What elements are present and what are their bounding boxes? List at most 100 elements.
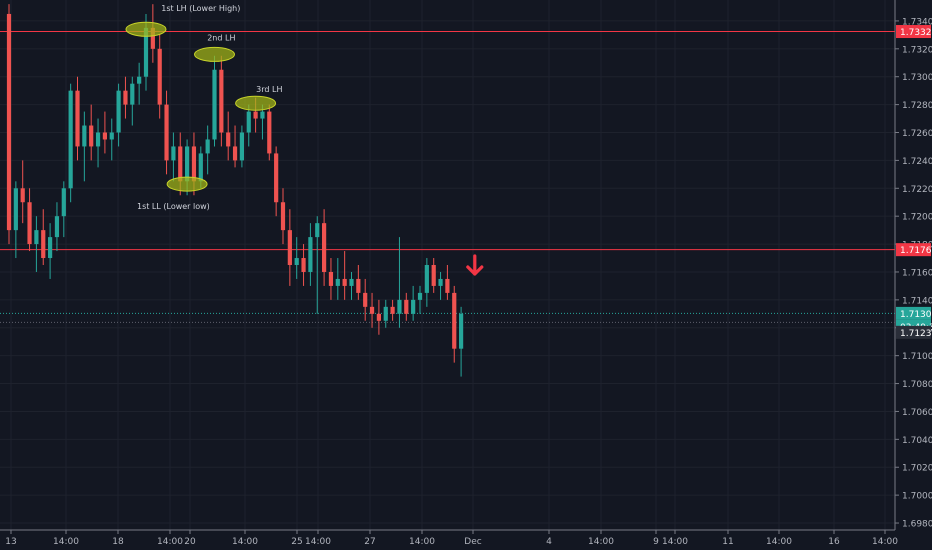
candle-body [226,132,231,147]
y-tick-label: 1.73400 [902,17,932,27]
y-tick-label: 1.70000 [902,492,932,502]
candle-body [102,132,107,140]
candle-body [308,237,313,272]
candle-body [294,258,299,265]
x-tick-label: 9 [653,537,659,547]
candle-body [356,278,361,293]
candle-body [280,202,286,231]
x-tick-label: 20 [184,537,196,547]
candle-body [274,153,279,203]
candle-body [130,83,135,105]
y-tick-label: 1.70600 [902,408,932,418]
x-tick-label: 14:00 [588,537,614,547]
annotation-ellipse [125,21,167,37]
candle-body [459,313,464,349]
y-tick-label: 1.70800 [902,380,932,390]
x-tick-label: 18 [112,537,124,547]
candle-body [424,265,429,293]
candle-body [6,13,12,231]
candle-body [239,132,244,161]
x-tick-label: 27 [364,537,375,547]
y-tick-label: 1.72400 [902,157,932,167]
annotation-ellipse [194,46,235,62]
candle-body [41,230,46,259]
x-tick-label: 13 [5,537,16,547]
candle-body [363,292,368,307]
y-tick-label: 1.70400 [902,436,932,446]
candle-body [27,202,32,245]
candle-body [157,48,162,105]
annotation-label: 1st LH (Lower High) [161,4,240,13]
x-tick-label: 16 [828,537,840,547]
candle-body [164,104,169,161]
candle-body [253,111,258,119]
candle-body [191,146,197,182]
annotation-ellipse [235,95,277,111]
y-tick-label: 1.70200 [902,464,932,474]
candle-body [34,230,39,245]
x-tick-label: 14:00 [53,537,79,547]
candle-body [328,271,334,286]
candle-body [287,230,292,265]
candle-body [219,69,224,133]
x-tick-label: 11 [722,537,733,547]
candle-body [123,90,128,105]
candle-body [212,69,217,140]
price-tag-resistance-1: 1.73324 [900,28,932,38]
candle-body [267,111,272,154]
price-tag-bid-bg [896,325,931,339]
y-tick-label: 1.72800 [902,101,932,111]
candle-body [404,299,409,314]
y-tick-label: 1.71600 [902,268,932,278]
candle-body [198,153,203,182]
price-tag-resistance-2: 1.71760 [900,246,932,256]
y-tick-label: 1.69800 [902,520,932,530]
price-tag-resistance-2-bg [896,243,931,257]
annotation-label: 1st LL (Lower low) [137,202,210,211]
candle-body [89,125,94,147]
y-tick-label: 1.72200 [902,185,932,195]
candle-body [431,265,436,286]
candle-body [390,306,395,314]
candle-body [178,146,183,182]
candle-body [143,27,149,77]
x-tick-label: 14:00 [872,537,898,547]
candle-body [445,278,450,293]
y-tick-label: 1.72600 [902,129,932,139]
price-tag-bid: 1.71239 [900,329,932,339]
x-tick-label: 14:00 [232,537,258,547]
x-tick-label: 14:00 [305,537,331,547]
x-tick-label: 14:00 [409,537,435,547]
candle-body [315,223,320,238]
price-tag-last: 1.71303 [900,310,932,320]
annotation-label: 3rd LH [256,85,282,94]
candle-body [54,216,60,238]
candle-body [301,258,306,272]
candle-body [232,146,238,161]
candle-body [260,111,265,119]
candle-body [171,146,176,161]
y-tick-label: 1.72000 [902,213,932,223]
candle-body [335,278,340,286]
candle-body [61,188,66,217]
candle-body [438,278,443,286]
candle-body [411,299,416,314]
candle-body [246,111,251,133]
candle-body [150,27,155,49]
candle-body [205,139,210,154]
candle-body [369,306,375,314]
candle-body [109,132,114,140]
candle-body [75,90,80,147]
x-tick-label: 25 [291,537,302,547]
y-tick-label: 1.71000 [902,352,932,362]
candle-body [322,223,327,272]
candle-body [417,292,423,300]
annotation-label: 2nd LH [207,33,235,42]
candle-body [13,188,18,231]
y-tick-label: 1.71400 [902,296,932,306]
x-tick-label: 14:00 [662,537,688,547]
candle-body [383,306,388,321]
candle-body [68,90,73,189]
